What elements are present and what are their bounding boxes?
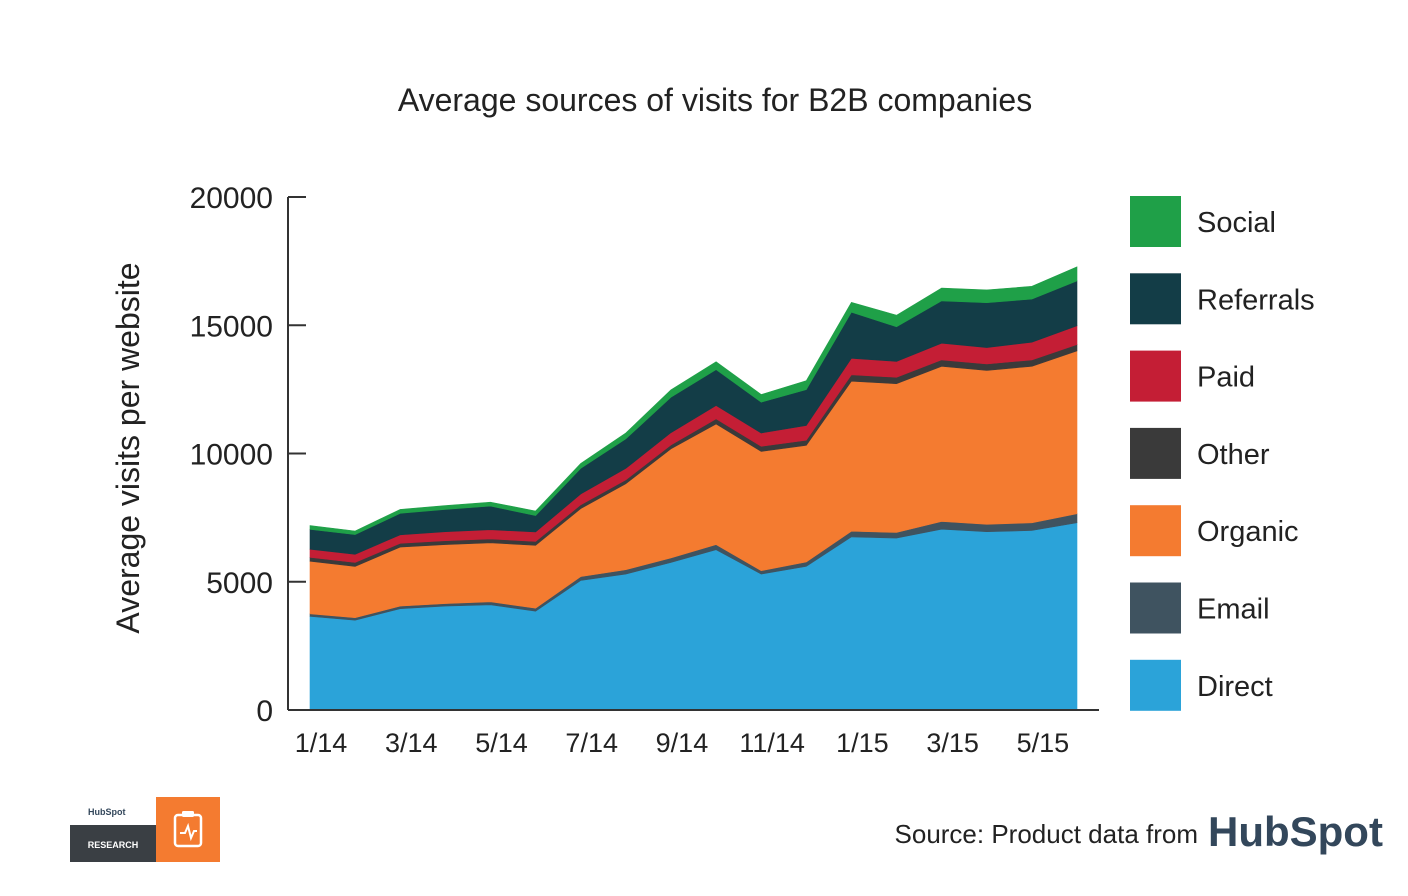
chart-title: Average sources of visits for B2B compan… [398,82,1032,118]
legend: Social Referrals Paid Other Organic Email Dire… [1130,196,1315,711]
x-tick-label: 3/14 [385,728,438,758]
legend-swatch-paid [1130,350,1181,402]
badge-top-text: HubSpot [88,807,126,817]
legend-label-direct: Direct [1197,671,1273,703]
y-tick-label: 15000 [190,310,273,343]
y-axis-label: Average visits per website [110,262,146,633]
area-layers [309,266,1078,711]
y-tick-label: 20000 [190,182,273,215]
y-ticks: 0 5000 10000 15000 20000 [190,182,306,728]
x-tick-label: 1/14 [295,728,348,758]
x-tick-label: 5/15 [1017,728,1070,758]
y-tick-label: 10000 [190,439,273,472]
source-text: Source: Product data from [895,819,1198,849]
legend-label-other: Other [1197,439,1270,471]
legend-label-email: Email [1197,594,1270,626]
hubspot-research-badge: HubSpot RESEARCH [70,797,220,862]
x-tick-label: 5/14 [475,728,528,758]
y-tick-label: 5000 [206,567,273,600]
legend-swatch-direct [1130,659,1181,711]
x-tick-label: 9/14 [656,728,709,758]
x-tick-label: 11/14 [739,728,805,758]
x-tick-label: 1/15 [836,728,889,758]
hubspot-brand-text: HubSpot [1208,808,1383,855]
x-ticks: 1/14 3/14 5/14 7/14 9/14 11/14 1/15 3/15 5/15 [295,728,1069,758]
x-tick-label: 3/15 [926,728,979,758]
legend-label-social: Social [1197,207,1276,239]
y-tick-label: 0 [256,695,273,728]
x-tick-label: 7/14 [565,728,618,758]
legend-swatch-organic [1130,505,1181,557]
legend-swatch-other [1130,427,1181,479]
legend-label-paid: Paid [1197,362,1255,394]
badge-top-panel [70,797,156,825]
legend-swatch-social [1130,196,1181,247]
legend-label-organic: Organic [1197,516,1299,548]
area-social [309,266,1078,535]
badge-bottom-panel [70,825,156,862]
legend-swatch-email [1130,582,1181,634]
badge-bottom-text: RESEARCH [88,840,139,850]
legend-label-referrals: Referrals [1197,284,1315,316]
clipboard-icon [173,811,203,848]
legend-swatch-referrals [1130,273,1181,325]
